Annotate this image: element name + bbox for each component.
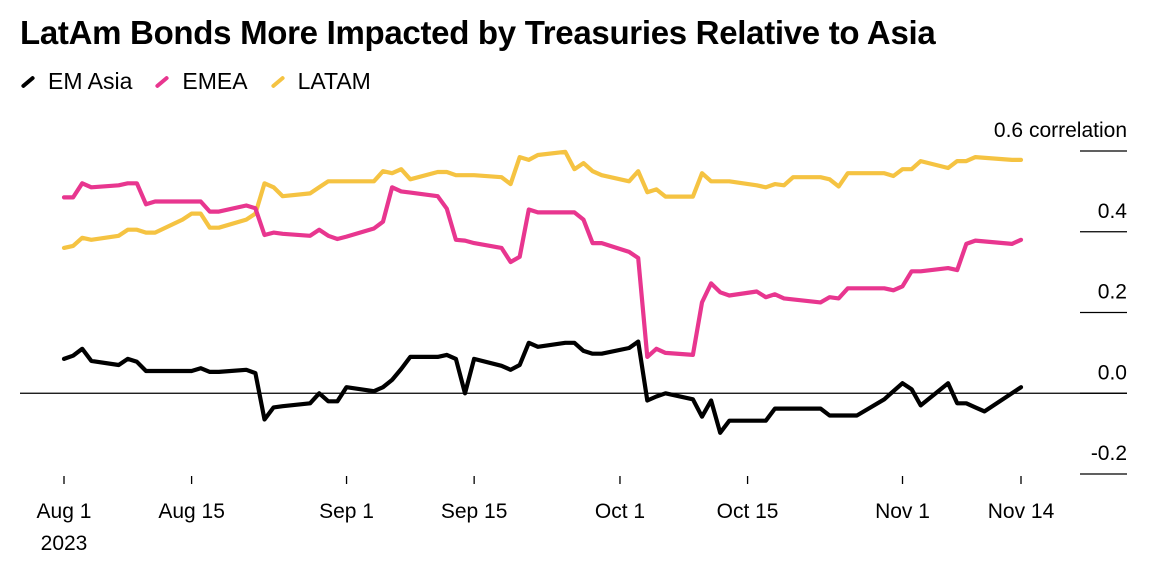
y-tick-label: -0.2 [1091,442,1127,465]
x-tick-label: Nov 14 [988,500,1055,523]
y-tick-label: 0.6 correlation [994,119,1127,142]
series-line-em-asia [61,339,1024,435]
chart-legend: EM Asia EMEA LATAM [20,68,393,95]
x-tick-label: Sep 15 [441,500,508,523]
x-tick-label: Oct 15 [717,500,779,523]
x-tick-label: Sep 1 [319,500,374,523]
x-tick-label: Aug 1 [37,500,92,523]
x-tick-label: Oct 1 [595,500,645,523]
legend-label-em-asia: EM Asia [48,68,133,94]
legend-item-emea: EMEA [154,68,248,95]
legend-item-latam: LATAM [270,68,371,95]
y-tick-label: 0.2 [1098,281,1127,304]
x-tick-sublabel: 2023 [41,532,88,555]
y-tick-label: 0.0 [1098,361,1127,384]
x-tick-label: Nov 1 [875,500,930,523]
chart-title: LatAm Bonds More Impacted by Treasuries … [20,14,936,51]
y-tick-label: 0.4 [1098,200,1128,223]
series-line-emea [61,181,1024,359]
legend-item-em-asia: EM Asia [20,68,132,95]
legend-label-latam: LATAM [297,68,371,94]
x-tick-label: Aug 15 [158,500,225,523]
series-line-latam [61,149,1024,250]
legend-label-emea: EMEA [182,68,248,94]
